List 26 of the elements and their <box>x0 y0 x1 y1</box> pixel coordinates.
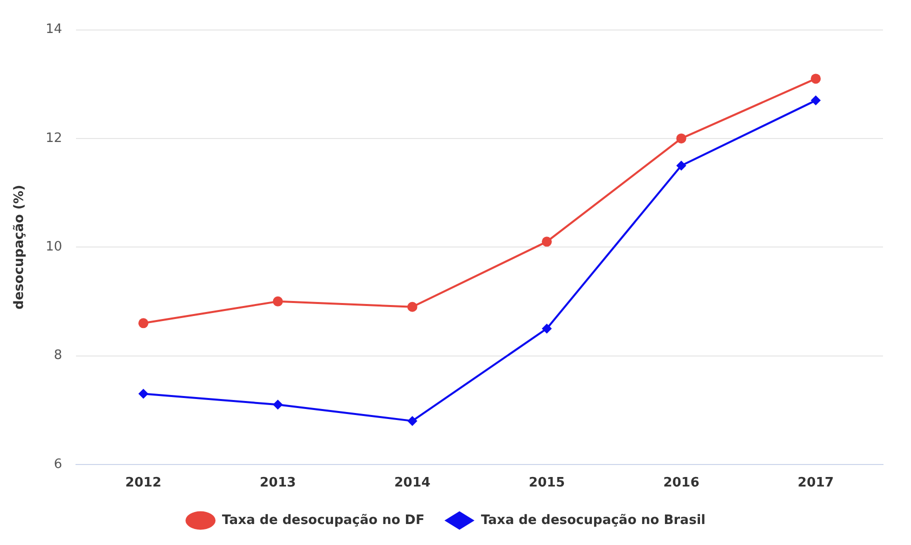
point <box>272 296 283 306</box>
legend-label: Taxa de desocupação no Brasil <box>480 512 706 528</box>
y-tick-label: 6 <box>54 456 62 472</box>
point <box>407 416 418 426</box>
y-tick-label: 12 <box>46 130 62 146</box>
point <box>676 133 686 144</box>
legend-label: Taxa de desocupação no DF <box>222 512 424 528</box>
x-tick-label: 2015 <box>528 476 565 491</box>
point <box>407 302 418 312</box>
point <box>542 236 552 247</box>
y-tick-label: 14 <box>46 22 62 38</box>
point <box>272 400 283 410</box>
x-tick-label: 2012 <box>125 476 162 491</box>
x-tick-label: 2013 <box>260 476 296 491</box>
point <box>542 324 552 334</box>
point <box>810 95 821 106</box>
point <box>810 74 821 84</box>
y-axis-title: desocupação (%) <box>12 184 28 310</box>
point <box>676 160 686 171</box>
point <box>138 318 148 328</box>
x-tick-label: 2016 <box>663 476 700 491</box>
point <box>138 388 148 399</box>
x-tick-label: 2017 <box>798 476 834 491</box>
y-tick-label: 10 <box>46 239 62 254</box>
y-tick-label: 8 <box>54 348 62 364</box>
x-tick-label: 2014 <box>394 476 430 491</box>
